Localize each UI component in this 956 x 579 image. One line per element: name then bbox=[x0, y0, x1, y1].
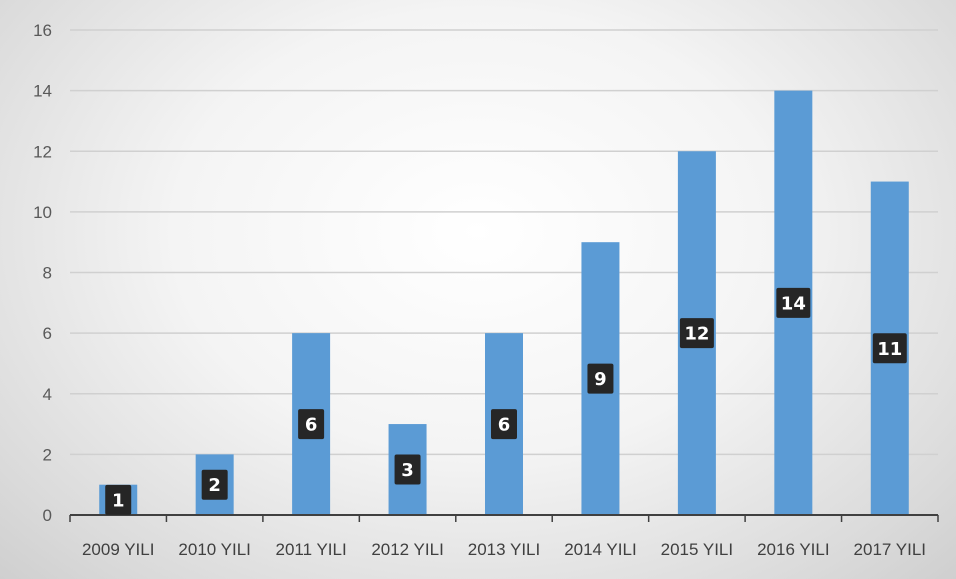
data-label-box bbox=[872, 333, 907, 364]
data-label-box bbox=[776, 287, 811, 318]
x-tick-label: 2013 YILI bbox=[468, 540, 540, 559]
data-label: 12 bbox=[684, 324, 709, 345]
x-tick-label: 2015 YILI bbox=[661, 540, 733, 559]
x-tick-label: 2009 YILI bbox=[82, 540, 154, 559]
x-tick-label: 2016 YILI bbox=[757, 540, 829, 559]
data-label: 6 bbox=[305, 415, 318, 436]
y-tick-label: 16 bbox=[33, 21, 52, 40]
data-label: 3 bbox=[401, 460, 414, 481]
data-label: 9 bbox=[594, 369, 607, 390]
y-tick-label: 0 bbox=[43, 506, 52, 525]
y-tick-label: 2 bbox=[43, 445, 52, 464]
y-tick-label: 14 bbox=[33, 82, 52, 101]
data-label: 14 bbox=[781, 293, 806, 314]
y-tick-label: 4 bbox=[43, 385, 52, 404]
y-tick-label: 12 bbox=[33, 142, 52, 161]
x-tick-label: 2010 YILI bbox=[178, 540, 250, 559]
data-label-box bbox=[298, 409, 325, 440]
data-label: 1 bbox=[112, 490, 125, 511]
y-tick-label: 6 bbox=[43, 324, 52, 343]
x-tick-label: 2011 YILI bbox=[276, 540, 347, 559]
data-label-box bbox=[491, 409, 517, 440]
x-tick-label: 2017 YILI bbox=[854, 540, 926, 559]
data-label: 2 bbox=[208, 475, 221, 496]
x-tick-label: 2012 YILI bbox=[371, 540, 443, 559]
data-label-box bbox=[105, 484, 132, 515]
data-label-box bbox=[394, 454, 421, 485]
data-label-box bbox=[587, 363, 614, 394]
data-label-box bbox=[679, 318, 714, 349]
data-label-box bbox=[201, 469, 228, 500]
x-tick-label: 2014 YILI bbox=[564, 540, 636, 559]
y-tick-label: 10 bbox=[33, 203, 52, 222]
data-label: 6 bbox=[498, 415, 511, 436]
y-tick-label: 8 bbox=[43, 264, 52, 283]
data-label: 11 bbox=[877, 339, 902, 360]
